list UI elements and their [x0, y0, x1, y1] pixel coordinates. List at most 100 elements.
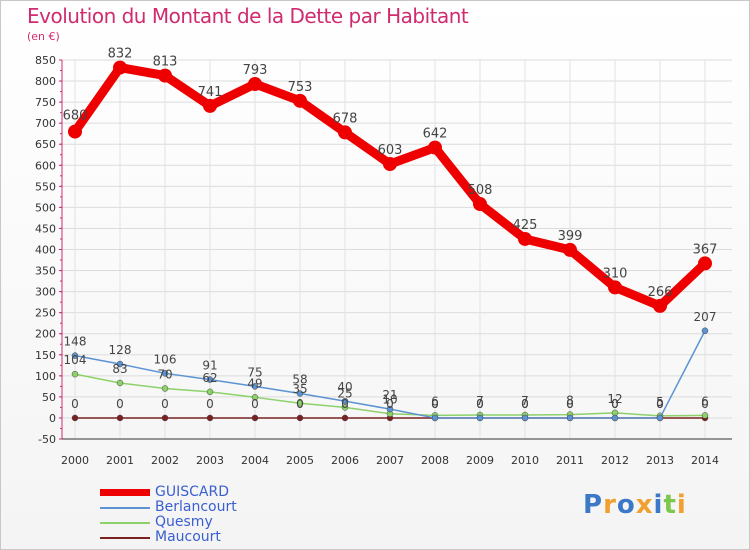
data-point — [251, 383, 259, 390]
x-tick-label: 2014 — [691, 454, 719, 467]
x-tick-label: 2006 — [331, 454, 359, 467]
data-label: 266 — [648, 285, 673, 300]
data-point — [296, 414, 304, 422]
data-point — [158, 68, 172, 83]
data-point — [296, 399, 304, 407]
data-label: 148 — [64, 335, 87, 349]
legend-label: GUISCARD — [155, 484, 229, 500]
data-label: 0 — [476, 397, 484, 411]
data-label: 106 — [154, 352, 177, 366]
y-tick-label: 550 — [35, 180, 56, 193]
data-label: 753 — [288, 80, 313, 95]
data-label: 6 — [431, 394, 439, 408]
y-tick-label: 50 — [42, 391, 56, 404]
legend-swatch — [100, 507, 150, 509]
data-label: 0 — [566, 397, 574, 411]
data-label: 680 — [63, 109, 88, 124]
data-label: 793 — [243, 63, 268, 78]
x-tick-label: 2010 — [511, 454, 539, 467]
data-point — [251, 414, 259, 422]
data-point — [71, 370, 79, 378]
y-tick-label: 400 — [35, 244, 56, 257]
logo-letter: i — [676, 490, 687, 520]
data-point — [161, 370, 169, 377]
data-point — [473, 197, 487, 212]
data-point — [476, 414, 484, 422]
data-point — [71, 414, 79, 422]
legend-swatch — [100, 522, 150, 524]
legend-label: Berlancourt — [155, 499, 237, 515]
data-label: 7 — [521, 394, 529, 408]
data-point — [116, 379, 124, 387]
data-point — [206, 388, 214, 396]
data-label: 0 — [476, 397, 484, 411]
data-point — [701, 327, 709, 335]
data-label: 0 — [656, 397, 664, 411]
data-label: 0 — [611, 397, 619, 411]
y-tick-label: 300 — [35, 286, 56, 299]
data-label: 0 — [71, 397, 79, 411]
y-tick-label: 200 — [35, 328, 56, 341]
data-label: 70 — [157, 367, 172, 381]
data-label: 399 — [558, 229, 583, 244]
data-point — [113, 60, 127, 75]
legend-item-quesmy: Quesmy — [100, 515, 360, 531]
y-tick-label: 0 — [49, 412, 56, 425]
data-point — [116, 414, 124, 422]
legend-swatch — [100, 489, 150, 496]
data-label: 0 — [251, 397, 259, 411]
data-label: 91 — [202, 359, 217, 373]
data-label: 49 — [247, 376, 262, 390]
data-label: 10 — [382, 393, 397, 407]
data-point — [701, 412, 709, 419]
data-label: 6 — [701, 394, 709, 408]
data-label: 0 — [116, 397, 124, 411]
y-tick-label: 750 — [35, 96, 56, 109]
data-point — [116, 360, 124, 368]
data-point — [611, 414, 619, 422]
data-label: 508 — [468, 183, 493, 198]
data-label: 35 — [292, 382, 307, 396]
x-tick-label: 2009 — [466, 454, 494, 467]
data-label: 8 — [566, 394, 574, 408]
data-label: 832 — [108, 47, 133, 62]
data-label: 603 — [378, 143, 403, 158]
y-tick-label: 500 — [35, 201, 56, 214]
y-tick-label: 700 — [35, 117, 56, 130]
y-tick-label: 800 — [35, 75, 56, 88]
data-label: 0 — [611, 397, 619, 411]
x-tick-label: 2003 — [196, 454, 224, 467]
logo-letter: x — [635, 490, 654, 520]
data-point — [338, 125, 352, 140]
x-tick-label: 2002 — [151, 454, 179, 467]
data-label: 367 — [693, 242, 718, 257]
data-point — [656, 414, 664, 422]
logo-letter: t — [663, 490, 677, 520]
data-point — [653, 298, 667, 313]
y-tick-label: 450 — [35, 222, 56, 235]
legend-item-berlancourt: Berlancourt — [100, 500, 360, 516]
data-point — [698, 256, 712, 271]
data-label: 0 — [431, 397, 439, 411]
data-label: 678 — [333, 111, 358, 126]
line-chart: -500501001502002503003504004505005506006… — [35, 47, 732, 467]
x-tick-label: 2005 — [286, 454, 314, 467]
legend-item-maucourt: Maucourt — [100, 530, 360, 546]
data-label: 0 — [431, 397, 439, 411]
legend-item-guiscard: GUISCARD — [100, 485, 360, 501]
data-label: 0 — [566, 397, 574, 411]
legend-label: Maucourt — [155, 529, 221, 545]
data-label: 0 — [296, 397, 304, 411]
data-label: 128 — [109, 343, 132, 357]
y-tick-label: 100 — [35, 370, 56, 383]
data-point — [293, 93, 307, 108]
data-label: 310 — [603, 266, 628, 281]
data-point — [71, 352, 79, 359]
data-label: 207 — [694, 310, 717, 324]
data-point — [431, 414, 439, 422]
data-label: 642 — [423, 127, 448, 142]
data-point — [251, 394, 259, 401]
logo-letter: i — [653, 490, 664, 520]
legend-swatch — [100, 537, 150, 539]
